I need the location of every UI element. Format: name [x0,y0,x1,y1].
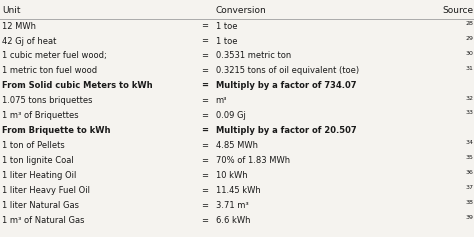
Text: 1 toe: 1 toe [216,22,237,31]
Text: =: = [201,126,209,135]
Text: 31: 31 [465,66,473,71]
Text: =: = [201,201,209,210]
Text: 1 metric ton fuel wood: 1 metric ton fuel wood [2,66,98,75]
Text: 1.075 tons briquettes: 1.075 tons briquettes [2,96,93,105]
Text: =: = [201,36,209,46]
Text: Multiply by a factor of 20.507: Multiply by a factor of 20.507 [216,126,356,135]
Text: 1 toe: 1 toe [216,36,237,46]
Text: 3.71 m³: 3.71 m³ [216,201,248,210]
Text: =: = [201,22,209,31]
Text: =: = [201,111,209,120]
Text: 1 liter Heavy Fuel Oil: 1 liter Heavy Fuel Oil [2,186,91,195]
Text: 10 kWh: 10 kWh [216,171,247,180]
Text: 32: 32 [465,96,473,100]
Text: 1 m³ of Briquettes: 1 m³ of Briquettes [2,111,79,120]
Text: Source: Source [442,6,473,15]
Text: 1 liter Natural Gas: 1 liter Natural Gas [2,201,79,210]
Text: 1 ton of Pellets: 1 ton of Pellets [2,141,65,150]
Text: 39: 39 [465,215,473,220]
Text: 0.3215 tons of oil equivalent (toe): 0.3215 tons of oil equivalent (toe) [216,66,359,75]
Text: Unit: Unit [2,6,21,15]
Text: From Briquette to kWh: From Briquette to kWh [2,126,111,135]
Text: 1 liter Heating Oil: 1 liter Heating Oil [2,171,77,180]
Text: =: = [201,51,209,60]
Text: 6.6 kWh: 6.6 kWh [216,216,250,225]
Text: 0.09 Gj: 0.09 Gj [216,111,246,120]
Text: =: = [201,66,209,75]
Text: 30: 30 [465,51,473,56]
Text: 70% of 1.83 MWh: 70% of 1.83 MWh [216,156,290,165]
Text: 42 Gj of heat: 42 Gj of heat [2,36,57,46]
Text: 38: 38 [465,200,473,205]
Text: Multiply by a factor of 734.07: Multiply by a factor of 734.07 [216,81,356,90]
Text: 12 MWh: 12 MWh [2,22,36,31]
Text: =: = [201,216,209,225]
Text: 1 ton lignite Coal: 1 ton lignite Coal [2,156,74,165]
Text: 36: 36 [465,170,473,175]
Text: 37: 37 [465,185,473,190]
Text: Conversion: Conversion [216,6,266,15]
Text: =: = [201,141,209,150]
Text: 0.3531 metric ton: 0.3531 metric ton [216,51,291,60]
Text: 35: 35 [465,155,473,160]
Text: =: = [201,96,209,105]
Text: 1 cubic meter fuel wood;: 1 cubic meter fuel wood; [2,51,107,60]
Text: =: = [201,156,209,165]
Text: 11.45 kWh: 11.45 kWh [216,186,260,195]
Text: 1 m³ of Natural Gas: 1 m³ of Natural Gas [2,216,85,225]
Text: From Solid cubic Meters to kWh: From Solid cubic Meters to kWh [2,81,153,90]
Text: m³: m³ [216,96,227,105]
Text: =: = [201,81,209,90]
Text: 28: 28 [465,21,473,26]
Text: 4.85 MWh: 4.85 MWh [216,141,258,150]
Text: 29: 29 [465,36,473,41]
Text: 33: 33 [465,110,473,115]
Text: =: = [201,186,209,195]
Text: 34: 34 [465,140,473,145]
Text: =: = [201,171,209,180]
